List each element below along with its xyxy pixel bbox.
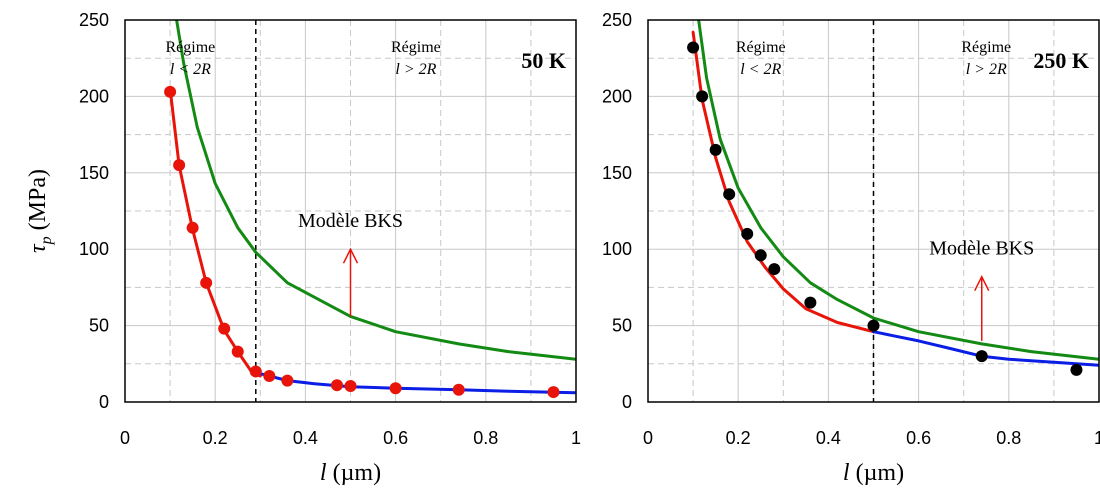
x-tick-label: 0.4 xyxy=(816,428,841,448)
annotation-bks: Modèle BKS xyxy=(929,238,1034,260)
series-line-2 xyxy=(697,20,1099,361)
x-axis-symbol: l xyxy=(320,460,327,486)
regime-right-line1: Régime xyxy=(391,39,441,56)
data-point xyxy=(754,249,767,262)
regime-left-line2: l < 2R xyxy=(170,61,211,78)
series-layer xyxy=(687,20,1099,376)
regime-right-line1: Régime xyxy=(961,39,1011,56)
data-point xyxy=(696,90,709,103)
data-point xyxy=(218,322,231,335)
y-tick-label: 50 xyxy=(612,316,632,336)
y-tick-label: 0 xyxy=(99,392,109,412)
data-point xyxy=(389,382,402,395)
tick-labels: 0 0.2 0.4 0.6 0.8 1 0 50 100 150 200 250 xyxy=(602,10,1100,448)
x-tick-label: 0.6 xyxy=(906,428,931,448)
y-axis-unit: (MPa) xyxy=(25,169,51,236)
y-tick-label: 200 xyxy=(79,86,109,106)
data-point xyxy=(1070,363,1083,376)
data-point xyxy=(723,188,736,201)
data-point xyxy=(249,365,262,378)
y-tick-label: 0 xyxy=(622,392,632,412)
series-line-1 xyxy=(872,330,1099,367)
series-line-1 xyxy=(249,369,576,395)
series-layer xyxy=(164,20,576,399)
y-tick-label: 100 xyxy=(79,239,109,259)
data-point xyxy=(200,276,213,289)
arrow-head xyxy=(342,247,359,264)
y-tick-label: 150 xyxy=(79,163,109,183)
data-point xyxy=(164,85,177,98)
temperature-label: 250 K xyxy=(1033,48,1089,73)
y-axis-symbol: τ xyxy=(25,243,51,253)
data-point xyxy=(452,383,465,396)
y-axis-subscript: p xyxy=(38,236,55,245)
annotation-bks: Modèle BKS xyxy=(298,210,403,232)
data-point xyxy=(263,370,276,383)
temperature-label: 50 K xyxy=(521,48,566,73)
x-axis-label: l (µm) xyxy=(320,460,381,486)
y-tick-label: 250 xyxy=(79,10,109,30)
data-point xyxy=(975,350,988,363)
plot-frame xyxy=(124,19,577,403)
y-tick-label: 50 xyxy=(89,316,109,336)
data-point xyxy=(867,319,880,332)
series-line-2 xyxy=(175,20,576,361)
x-axis-symbol: l xyxy=(843,460,850,486)
arrow-head xyxy=(974,275,990,292)
plot-frame xyxy=(647,19,1100,403)
chart-panel-50k: 0 0.2 0.4 0.6 0.8 1 0 50 100 150 200 250 Régime l <… xyxy=(25,10,581,486)
y-tick-label: 200 xyxy=(602,86,632,106)
x-axis-unit: (µm) xyxy=(327,460,381,486)
data-point xyxy=(741,227,754,240)
y-tick-label: 150 xyxy=(602,163,632,183)
regime-right-line2: l > 2R xyxy=(966,61,1007,78)
regime-right-line2: l > 2R xyxy=(395,61,436,78)
x-tick-label: 0.8 xyxy=(996,428,1021,448)
data-point xyxy=(186,221,199,234)
x-tick-label: 0.4 xyxy=(293,428,318,448)
x-axis-label: l (µm) xyxy=(843,460,904,486)
data-point xyxy=(804,296,817,309)
data-point xyxy=(687,41,700,54)
x-tick-label: 0.2 xyxy=(726,428,751,448)
tick-labels: 0 0.2 0.4 0.6 0.8 1 0 50 100 150 200 250 xyxy=(79,10,581,448)
data-point xyxy=(173,159,186,172)
data-point xyxy=(344,379,357,392)
y-axis-label: τp (MPa) xyxy=(25,169,55,253)
data-point xyxy=(330,379,343,392)
x-tick-label: 0.6 xyxy=(383,428,408,448)
chart-panel-250k: 0 0.2 0.4 0.6 0.8 1 0 50 100 150 200 250 Régime l <… xyxy=(602,10,1100,486)
series-line-0 xyxy=(168,87,262,378)
y-tick-label: 250 xyxy=(602,10,632,30)
data-point xyxy=(709,143,722,156)
x-tick-label: 0 xyxy=(120,428,130,448)
regime-left-line2: l < 2R xyxy=(740,61,781,78)
data-point xyxy=(281,374,294,387)
data-point xyxy=(231,345,244,358)
y-tick-label: 100 xyxy=(602,239,632,259)
annotation-arrow xyxy=(342,247,359,317)
x-axis-unit: (µm) xyxy=(850,460,904,486)
x-tick-label: 1 xyxy=(571,428,581,448)
data-point xyxy=(768,263,781,276)
x-tick-label: 0 xyxy=(643,428,653,448)
annotation-arrow xyxy=(974,275,990,341)
x-tick-label: 0.2 xyxy=(203,428,228,448)
x-tick-label: 0.8 xyxy=(473,428,498,448)
regime-left-line1: Régime xyxy=(166,39,216,56)
x-tick-label: 1 xyxy=(1094,428,1100,448)
data-point xyxy=(547,386,560,399)
regime-left-line1: Régime xyxy=(736,39,786,56)
